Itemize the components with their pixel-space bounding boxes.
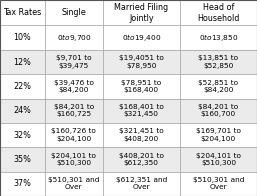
Text: $0 to $13,850: $0 to $13,850 [199, 32, 238, 43]
Text: $39,476 to
$84,200: $39,476 to $84,200 [54, 80, 94, 93]
Bar [0, 123, 45, 147]
Bar [103, 74, 180, 99]
Bar [180, 0, 257, 25]
Text: 24%: 24% [14, 106, 31, 115]
Text: $408,201 to
$612,350: $408,201 to $612,350 [119, 153, 164, 166]
Text: $13,851 to
$52,850: $13,851 to $52,850 [198, 55, 238, 69]
Text: $19,4051 to
$78,950: $19,4051 to $78,950 [119, 55, 164, 69]
Bar [0, 172, 45, 196]
Text: 12%: 12% [14, 57, 31, 66]
Text: $510,301 and
Over: $510,301 and Over [48, 177, 99, 191]
Bar [180, 25, 257, 50]
Text: Single: Single [61, 8, 86, 17]
Bar [180, 50, 257, 74]
Bar [103, 147, 180, 172]
Text: $612,351 and
Over: $612,351 and Over [116, 177, 167, 191]
Text: $0 to $9,700: $0 to $9,700 [57, 32, 91, 43]
Bar [45, 172, 103, 196]
Bar [0, 74, 45, 99]
Bar [180, 147, 257, 172]
Text: $84,201 to
$160,700: $84,201 to $160,700 [198, 104, 238, 117]
Text: 22%: 22% [13, 82, 32, 91]
Bar [0, 0, 45, 25]
Bar [103, 25, 180, 50]
Text: $52,851 to
$84,200: $52,851 to $84,200 [198, 80, 238, 93]
Bar [45, 74, 103, 99]
Bar [103, 0, 180, 25]
Text: $510,301 and
Over: $510,301 and Over [193, 177, 244, 191]
Text: $84,201 to
$160,725: $84,201 to $160,725 [54, 104, 94, 117]
Text: $168,401 to
$321,450: $168,401 to $321,450 [119, 104, 164, 117]
Text: $204,101 to
$510,300: $204,101 to $510,300 [51, 153, 96, 166]
Text: $169,701 to
$204,100: $169,701 to $204,100 [196, 128, 241, 142]
Text: $321,451 to
$408,200: $321,451 to $408,200 [119, 128, 164, 142]
Bar [0, 50, 45, 74]
Bar [103, 50, 180, 74]
Text: $204,101 to
$510,300: $204,101 to $510,300 [196, 153, 241, 166]
Bar [45, 147, 103, 172]
Text: 35%: 35% [14, 155, 31, 164]
Bar [45, 99, 103, 123]
Bar [180, 74, 257, 99]
Bar [180, 99, 257, 123]
Bar [0, 147, 45, 172]
Bar [180, 172, 257, 196]
Bar [45, 123, 103, 147]
Bar [0, 25, 45, 50]
Bar [180, 123, 257, 147]
Bar [45, 50, 103, 74]
Text: $78,951 to
$168,400: $78,951 to $168,400 [121, 80, 161, 93]
Bar [103, 99, 180, 123]
Text: $0 to $19,400: $0 to $19,400 [122, 32, 161, 43]
Text: Tax Rates: Tax Rates [3, 8, 42, 17]
Text: $160,726 to
$204,100: $160,726 to $204,100 [51, 128, 96, 142]
Text: 10%: 10% [14, 33, 31, 42]
Text: 32%: 32% [14, 131, 31, 140]
Bar [45, 0, 103, 25]
Text: Head of
Household: Head of Household [197, 3, 240, 23]
Bar [103, 123, 180, 147]
Text: Married Filing
Jointly: Married Filing Jointly [114, 3, 168, 23]
Bar [0, 99, 45, 123]
Text: 37%: 37% [14, 179, 31, 188]
Bar [45, 25, 103, 50]
Text: $9,701 to
$39,475: $9,701 to $39,475 [56, 55, 92, 69]
Bar [103, 172, 180, 196]
